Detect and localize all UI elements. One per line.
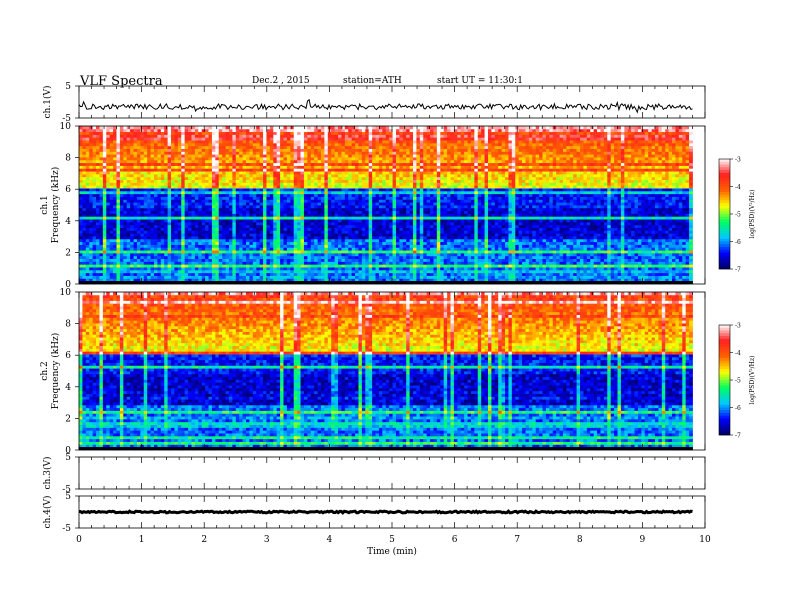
ytick-label-ch4v-1: -5 [62, 524, 71, 534]
start-time-label: start UT = 11:30:1 [437, 76, 523, 86]
ytick-label-ch1f-3: 6 [65, 185, 71, 195]
ylabel-ch2f: Frequency (kHz) [50, 333, 61, 410]
xtick-label-3: 3 [264, 535, 270, 545]
spectrogram-ch2f [79, 292, 693, 451]
xtick-label-7: 7 [514, 535, 520, 545]
panel-ch1f [75, 125, 733, 285]
heatmap-baseline-ch2f [79, 447, 693, 450]
panel-ch4v [75, 495, 706, 529]
ytick-label-ch2f-5: 10 [60, 288, 72, 298]
xtick-label-2: 2 [201, 535, 207, 545]
signal-trace-ch4v [78, 509, 693, 515]
colorbar-tick-label-ch2f-2: -5 [735, 378, 741, 385]
xtick-label-8: 8 [577, 535, 583, 545]
xtick-label-1: 1 [139, 535, 145, 545]
colorbar-label-ch1f: log(PSD)(V²/Hz) [749, 190, 756, 239]
colorbar-tick-label-ch2f-0: -3 [735, 323, 741, 330]
ytick-label-ch2f-3: 6 [65, 351, 71, 361]
signal-trace-ch1v [78, 98, 693, 114]
colorbar-tick-label-ch1f-2: -5 [735, 212, 741, 219]
colorbar-tick-label-ch2f-1: -4 [735, 350, 741, 357]
spectrogram-ch1f [79, 126, 693, 285]
colorbar-tick-label-ch1f-1: -4 [735, 184, 741, 191]
ytick-label-ch1f-5: 10 [60, 122, 72, 132]
colorbar-ch1f [718, 158, 733, 270]
colorbar-tick-label-ch2f-4: -7 [735, 433, 741, 440]
panel-ch3v [75, 456, 706, 490]
ylabel-ch3v: ch.3(V) [42, 457, 53, 490]
ytick-label-ch2f-1: 2 [65, 414, 71, 424]
ytick-label-ch1f-0: 0 [65, 280, 71, 290]
panel-ch2f [75, 291, 733, 451]
ytick-label-ch1v-1: -5 [62, 114, 71, 124]
x-axis-label: Time (min) [367, 546, 417, 557]
colorbar-tick-label-ch2f-3: -6 [735, 405, 741, 412]
ytick-label-ch2f-0: 0 [65, 446, 71, 456]
ylabel-ch4v: ch.4(V) [42, 496, 53, 529]
panel-ch1v [75, 85, 706, 119]
colorbar-tick-label-ch1f-4: -7 [735, 267, 741, 274]
xtick-label-6: 6 [452, 535, 458, 545]
station-label: station=ATH [343, 76, 402, 86]
xtick-label-10: 10 [699, 535, 711, 545]
colorbar-ch2f [718, 324, 733, 436]
ylabel-top-ch2f: ch.2 [40, 361, 50, 380]
xtick-label-5: 5 [389, 535, 395, 545]
xtick-label-4: 4 [327, 535, 333, 545]
ytick-label-ch1f-1: 2 [65, 248, 71, 258]
ytick-label-ch2f-2: 4 [65, 383, 71, 393]
ytick-label-ch1f-4: 8 [65, 154, 71, 164]
xtick-label-9: 9 [640, 535, 646, 545]
ylabel-top-ch1f: ch.1 [40, 195, 50, 214]
ytick-label-ch3v-1: -5 [62, 485, 71, 495]
colorbar-label-ch2f: log(PSD)(V²/Hz) [749, 356, 756, 405]
ytick-label-ch1v-0: 5 [65, 82, 71, 92]
heatmap-baseline-ch1f [79, 281, 693, 284]
ytick-label-ch4v-0: 5 [65, 492, 71, 502]
colorbar-tick-label-ch1f-0: -3 [735, 157, 741, 164]
ytick-label-ch1f-2: 4 [65, 217, 71, 227]
ytick-label-ch2f-4: 8 [65, 320, 71, 330]
ylabel-ch1v: ch.1(V) [42, 86, 53, 119]
ylabel-ch1f: Frequency (kHz) [50, 167, 61, 244]
date-label: Dec.2 , 2015 [252, 76, 310, 86]
figure-title: VLF Spectra [80, 74, 163, 89]
ytick-label-ch3v-0: 5 [65, 453, 71, 463]
colorbar-tick-label-ch1f-3: -6 [735, 239, 741, 246]
xtick-label-0: 0 [76, 535, 82, 545]
